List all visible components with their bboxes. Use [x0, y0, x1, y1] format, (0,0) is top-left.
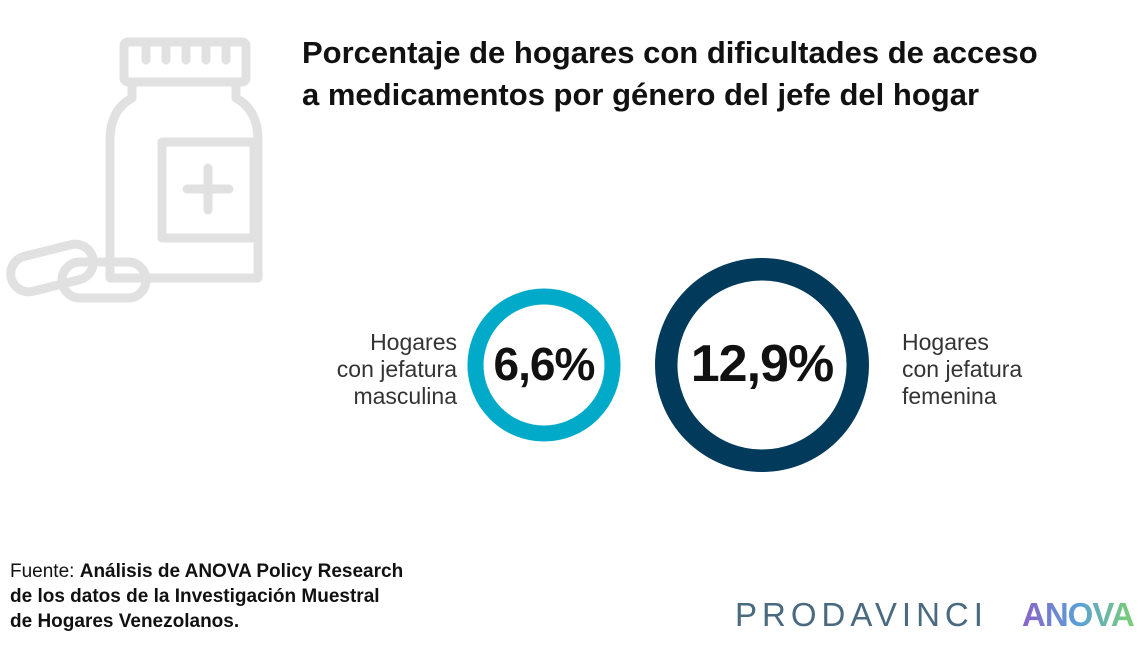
- source-line-3: de Hogares Venezolanos.: [10, 611, 240, 632]
- value-label-femenina: 12,9%: [690, 334, 834, 393]
- source-note: Fuente: Análisis de ANOVA Policy Researc…: [10, 559, 403, 634]
- series-label-masculina: Hogares con jefatura masculina: [336, 329, 457, 409]
- source-prefix: Fuente:: [10, 561, 80, 582]
- source-line-1: Análisis de ANOVA Policy Research: [79, 561, 404, 582]
- medicine-bottle-icon: [6, 37, 263, 303]
- donut-ring-masculina: [467, 288, 621, 442]
- source-line-2: de los datos de la Investigación Muestra…: [10, 586, 380, 607]
- anova-logo: ANOVA: [1022, 596, 1135, 633]
- title-line-1: Porcentaje de hogares con dificultades d…: [302, 35, 1038, 70]
- title-line-2: a medicamentos por género del jefe del h…: [302, 77, 980, 112]
- value-label-masculina: 6,6%: [493, 338, 596, 391]
- donut-ring-femenina: [654, 257, 869, 472]
- prodavinci-logo: PRODAVINCI: [735, 596, 988, 633]
- chart-title: Porcentaje de hogares con dificultades d…: [302, 32, 1102, 116]
- series-label-femenina: Hogares con jefatura femenina: [902, 329, 1023, 409]
